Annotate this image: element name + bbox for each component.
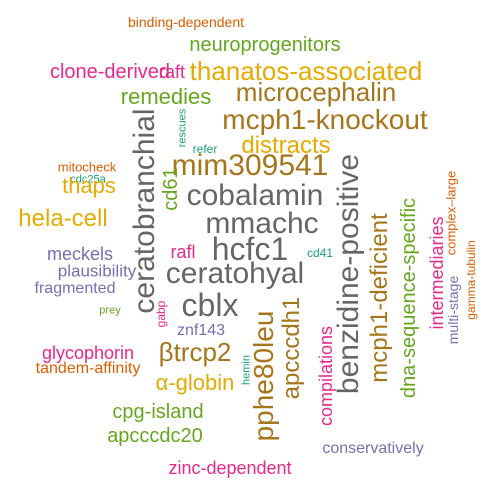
word-meckels: meckels xyxy=(46,244,114,264)
word-neuroprogenitors: neuroprogenitors xyxy=(189,34,341,56)
word-dna-sequence-specific: dna-sequence-specific xyxy=(398,197,420,399)
word-gabp: gabp xyxy=(154,300,168,328)
word-cd61: cd61 xyxy=(160,167,182,211)
word-conservatively: conservatively xyxy=(322,440,424,457)
word-cblx: cblx xyxy=(181,287,239,323)
word-refer: refer xyxy=(192,142,218,156)
word-apcccdc20: apcccdc20 xyxy=(107,425,203,447)
word-cobalamin: cobalamin xyxy=(186,179,324,212)
word-clone-derived: clone-derived xyxy=(49,61,171,83)
word-mim309541: mim309541 xyxy=(171,149,329,182)
word-hcfc1: hcfc1 xyxy=(211,231,289,267)
word-ceratobranchial: ceratobranchial xyxy=(128,108,161,314)
word-fragmented: fragmented xyxy=(34,280,116,297)
word-gamma-tubulin: gamma-tubulin xyxy=(464,240,478,320)
word-benzidine-positive: benzidine-positive xyxy=(332,153,365,395)
word-zinc-dependent: zinc-dependent xyxy=(168,458,292,478)
word-compilations: compilations xyxy=(316,325,336,427)
word-znf143: znf143 xyxy=(176,322,226,339)
word-remedies: remedies xyxy=(120,84,212,109)
word-pphe80leu: pphe80leu xyxy=(248,310,279,442)
word-prey: prey xyxy=(99,304,121,317)
word-binding-dependent: binding-dependent xyxy=(128,14,244,30)
word-microcephalin: microcephalin xyxy=(235,77,397,107)
word-glycophorin: glycophorin xyxy=(41,343,135,363)
word-mcph1-knockout: mcph1-knockout xyxy=(222,104,428,135)
word-thaps: thaps xyxy=(62,173,116,198)
word-tandem-affinity: tandem-affinity xyxy=(35,360,141,377)
word-cd41: cd41 xyxy=(306,246,334,260)
word-multi-stage: multi-stage xyxy=(445,275,461,345)
word-mcph1-deficient: mcph1-deficient xyxy=(366,213,393,383)
word-apcccdh1: apcccdh1 xyxy=(278,296,305,400)
word-intermediaries: intermediaries xyxy=(427,216,447,330)
word-rescues: rescues xyxy=(176,108,189,148)
word-rafl: rafl xyxy=(170,242,196,262)
word-plausibility: plausibility xyxy=(57,261,137,281)
word-distracts: distracts xyxy=(241,132,331,159)
word-btrcp2: βtrcp2 xyxy=(158,337,232,367)
word-a-globin: α-globin xyxy=(155,370,235,395)
word-cdc25a: cdc25a xyxy=(70,173,106,186)
word-hela-cell: hela-cell xyxy=(18,205,108,232)
word-cpg-island: cpg-island xyxy=(112,401,204,423)
word-mmachc: mmachc xyxy=(205,207,319,240)
word-thanatos-associated: thanatos-associated xyxy=(189,56,423,86)
word-mitocheck: mitocheck xyxy=(57,159,117,175)
word-ceratohyal: ceratohyal xyxy=(165,257,305,290)
word-raft: raft xyxy=(158,62,186,82)
